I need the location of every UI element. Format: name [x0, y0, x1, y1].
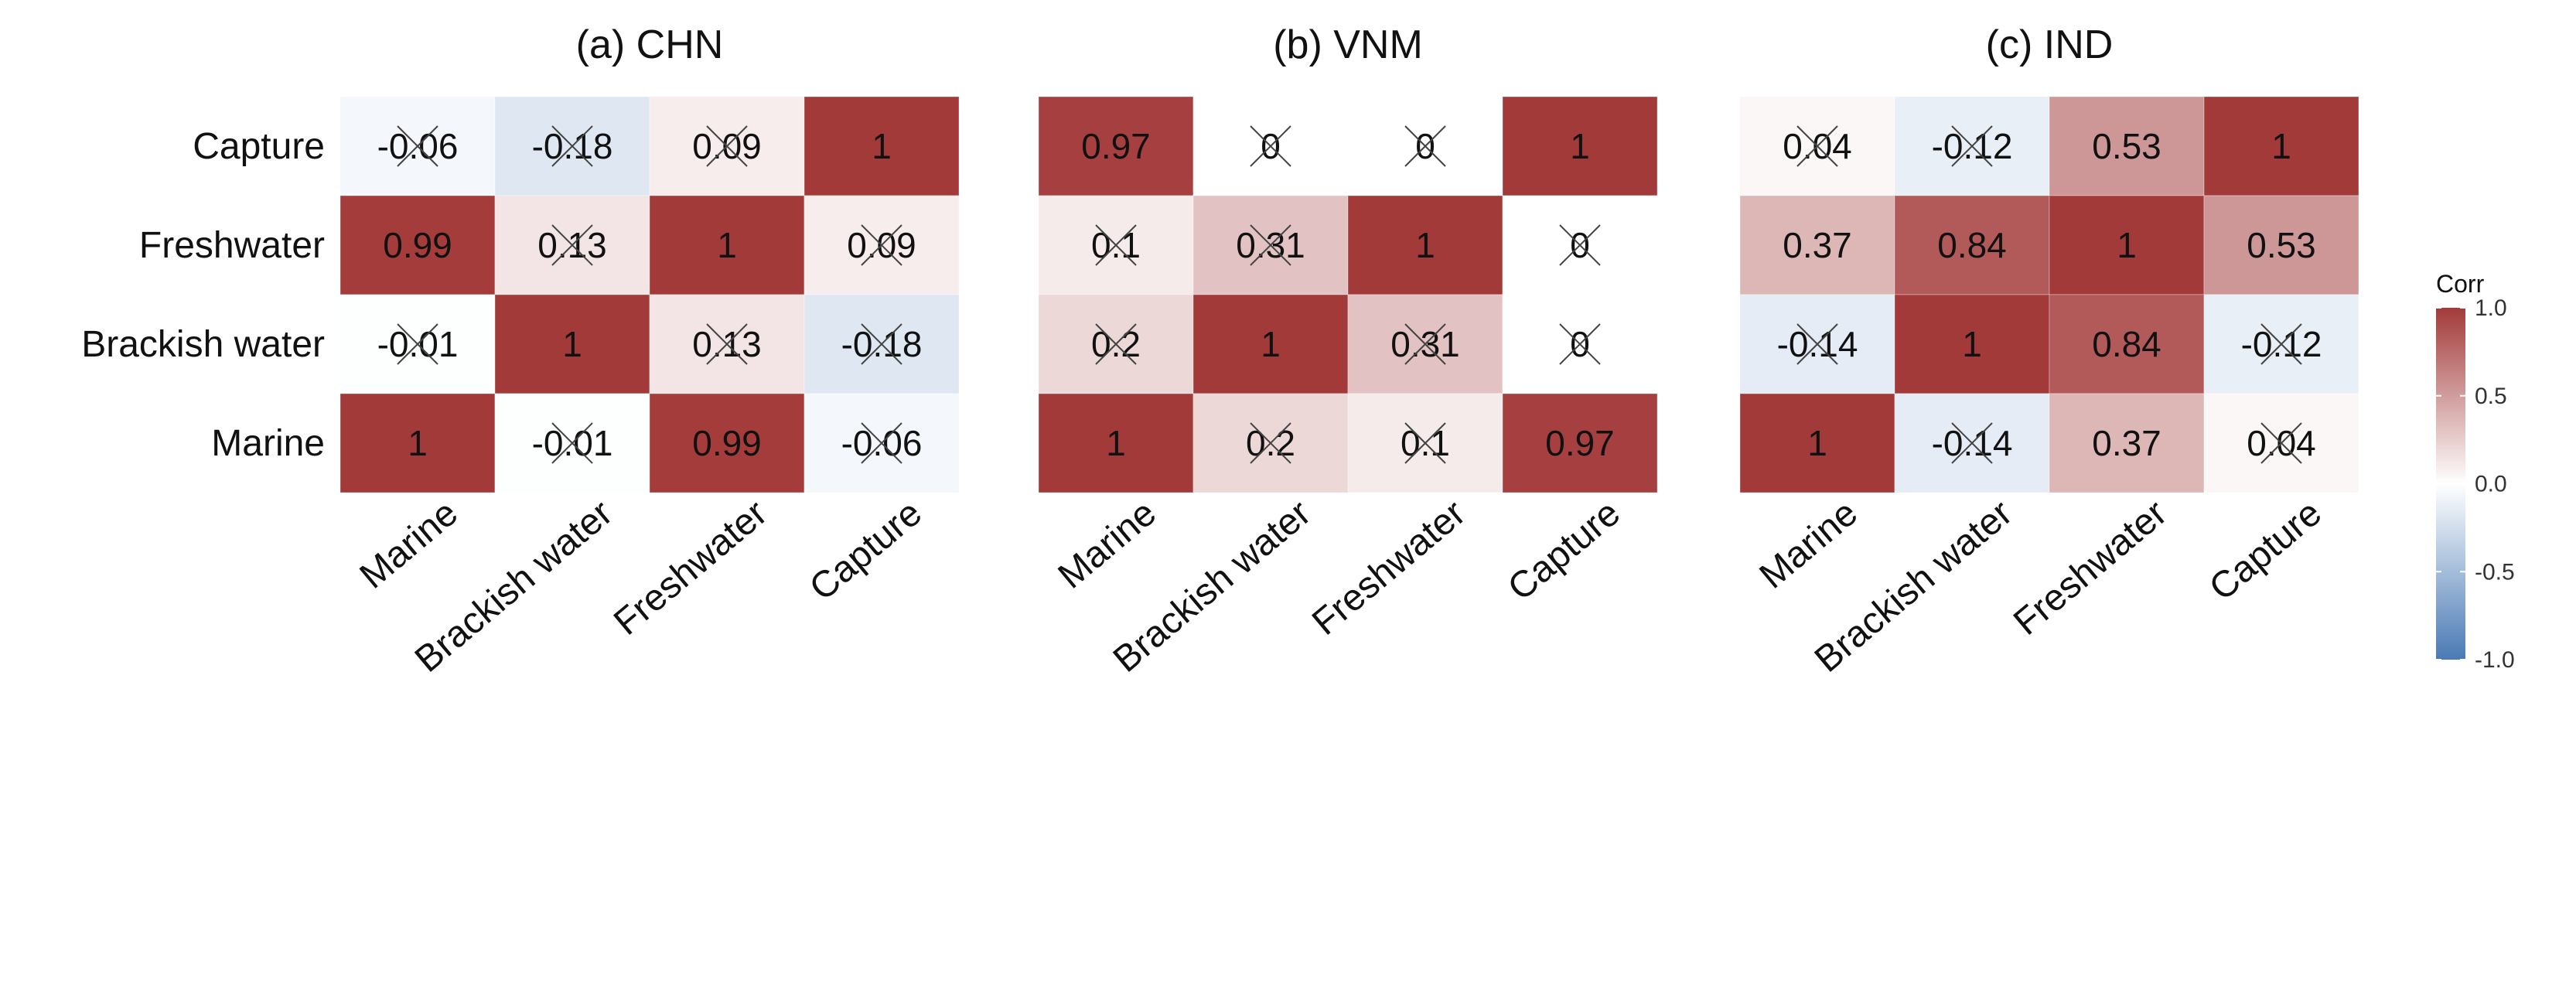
- cell-value-label: 1: [1962, 324, 1982, 364]
- panel-title: (c) IND: [1986, 22, 2114, 67]
- nonsignificant-cross-mark: [861, 422, 902, 464]
- heatmap-cell: [1894, 195, 2050, 295]
- heatmap-cell: [649, 195, 805, 295]
- heatmap-panels: (a) CHN-0.06-0.180.0910.990.1310.09-0.01…: [81, 22, 2359, 681]
- heatmap-cell: [2049, 195, 2205, 295]
- heatmap-cell: [2049, 294, 2205, 394]
- heatmap-cell: [649, 393, 805, 493]
- nonsignificant-cross-mark: [2260, 323, 2302, 365]
- nonsignificant-cross-mark: [861, 323, 902, 365]
- nonsignificant-cross-mark: [1951, 422, 1993, 464]
- x-tick-label: Capture: [2202, 493, 2329, 609]
- nonsignificant-cross-mark: [1250, 224, 1291, 266]
- cell-value-label: 0.84: [1937, 225, 2007, 265]
- nonsignificant-cross-mark: [1404, 323, 1446, 365]
- nonsignificant-cross-mark: [861, 224, 902, 266]
- x-tick-label: Freshwater: [2006, 493, 2175, 643]
- nonsignificant-cross-mark: [706, 125, 748, 167]
- legend-title: Corr: [2436, 270, 2485, 298]
- nonsignificant-cross-mark: [1404, 125, 1446, 167]
- heatmap-cell: [339, 393, 496, 493]
- legend-tick-label: -1.0: [2475, 647, 2515, 673]
- cell-value-label: 1: [2271, 126, 2291, 166]
- heatmap-cell: [2203, 195, 2359, 295]
- cell-value-label: 1: [2117, 225, 2137, 265]
- cell-value-label: 0.53: [2092, 126, 2161, 166]
- nonsignificant-cross-mark: [1250, 422, 1291, 464]
- heatmap-cell: [1502, 393, 1658, 493]
- cell-value-label: 0.37: [1783, 225, 1852, 265]
- heatmap-cell: [1739, 195, 1895, 295]
- nonsignificant-cross-mark: [1559, 224, 1601, 266]
- x-tick-label: Freshwater: [606, 493, 775, 643]
- cell-value-label: 1: [408, 423, 428, 463]
- y-tick-label: Freshwater: [139, 225, 325, 266]
- x-tick-label: Capture: [802, 493, 930, 609]
- nonsignificant-cross-mark: [1095, 323, 1137, 365]
- heatmap-cell: [2049, 96, 2205, 196]
- x-tick-label: Marine: [353, 493, 466, 597]
- cell-value-label: 1: [1807, 423, 1827, 463]
- panel-a-chn: (a) CHN-0.06-0.180.0910.990.1310.09-0.01…: [81, 22, 960, 681]
- nonsignificant-cross-mark: [706, 323, 748, 365]
- nonsignificant-cross-mark: [1250, 125, 1291, 167]
- nonsignificant-cross-mark: [1796, 125, 1838, 167]
- nonsignificant-cross-mark: [1095, 224, 1137, 266]
- legend-tick-label: 1.0: [2475, 295, 2507, 321]
- panel-title: (b) VNM: [1273, 22, 1423, 67]
- heatmap-cell: [804, 96, 960, 196]
- cell-value-label: 0.99: [383, 225, 452, 265]
- nonsignificant-cross-mark: [551, 224, 593, 266]
- cell-value-label: 1: [1415, 225, 1435, 265]
- cell-value-label: 0.53: [2247, 225, 2316, 265]
- cell-value-label: 1: [1261, 324, 1281, 364]
- panel-b-vnm: (b) VNM0.970010.10.31100.210.31010.20.10…: [1038, 22, 1658, 681]
- heatmap-cell: [1894, 294, 2050, 394]
- x-tick-label: Freshwater: [1305, 493, 1473, 643]
- cell-value-label: 1: [1106, 423, 1126, 463]
- heatmap-cell: [1739, 393, 1895, 493]
- legend-tick-label: -0.5: [2475, 559, 2515, 585]
- legend-tick-label: 0.0: [2475, 472, 2507, 497]
- cell-value-label: 0.97: [1081, 126, 1151, 166]
- heatmap-cell: [1192, 294, 1349, 394]
- y-tick-label: Marine: [211, 423, 325, 464]
- nonsignificant-cross-mark: [397, 323, 438, 365]
- x-tick-label: Capture: [1500, 493, 1628, 609]
- x-tick-label: Marine: [1051, 493, 1164, 597]
- heatmap-cell: [494, 294, 650, 394]
- nonsignificant-cross-mark: [1796, 323, 1838, 365]
- nonsignificant-cross-mark: [551, 422, 593, 464]
- cell-value-label: 1: [562, 324, 582, 364]
- heatmap-cell: [1038, 393, 1194, 493]
- nonsignificant-cross-mark: [551, 125, 593, 167]
- nonsignificant-cross-mark: [1951, 125, 1993, 167]
- x-tick-label: Marine: [1752, 493, 1865, 597]
- heatmap-cell: [1502, 96, 1658, 196]
- nonsignificant-cross-mark: [1559, 323, 1601, 365]
- cell-value-label: 0.97: [1545, 423, 1615, 463]
- nonsignificant-cross-mark: [397, 125, 438, 167]
- cell-value-label: 0.99: [692, 423, 762, 463]
- panel-title: (a) CHN: [576, 22, 724, 67]
- nonsignificant-cross-mark: [1404, 422, 1446, 464]
- panel-c-ind: (c) IND0.04-0.120.5310.370.8410.53-0.141…: [1739, 22, 2359, 681]
- cell-value-label: 1: [717, 225, 737, 265]
- heatmap-cell: [2049, 393, 2205, 493]
- cell-value-label: 0.37: [2092, 423, 2161, 463]
- y-tick-label: Brackish water: [81, 324, 325, 365]
- y-tick-label: Capture: [193, 126, 325, 167]
- cell-value-label: 1: [1570, 126, 1590, 166]
- legend-tick-label: 0.5: [2475, 384, 2507, 409]
- cell-value-label: 1: [872, 126, 892, 166]
- nonsignificant-cross-mark: [2260, 422, 2302, 464]
- cell-value-label: 0.84: [2092, 324, 2161, 364]
